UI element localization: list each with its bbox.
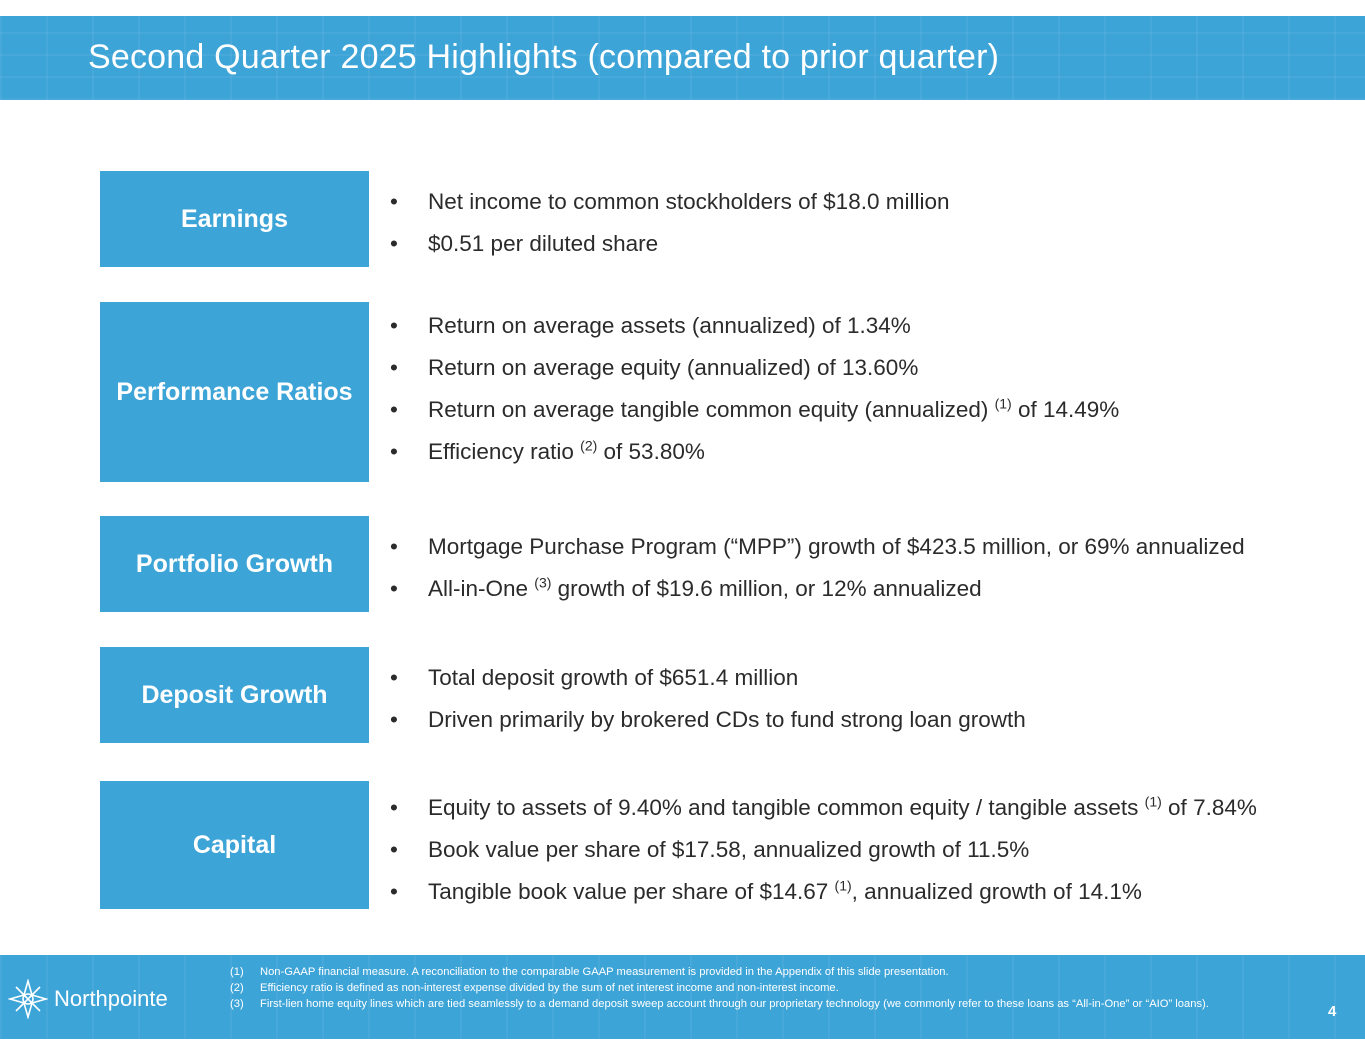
bullet-dot: • (390, 795, 398, 820)
bullet-item: • Mortgage Purchase Program (“MPP”) growt… (390, 526, 1245, 568)
bullet-item: • All-in-One (3) growth of $19.6 million,… (390, 568, 1245, 610)
header-banner: Second Quarter 2025 Highlights (compared… (0, 16, 1365, 100)
bullet-item: • $0.51 per diluted share (390, 223, 950, 265)
footnote-number: (1) (230, 966, 244, 978)
footnote-ref: (1) (994, 395, 1012, 412)
section-label: Deposit Growth (100, 647, 369, 743)
footnote-ref: (1) (834, 877, 852, 894)
bullet-list: • Net income to common stockholders of $1… (390, 181, 950, 265)
section-label: Capital (100, 781, 369, 909)
bullet-item: • Net income to common stockholders of $1… (390, 181, 950, 223)
footnote-ref: (2) (580, 437, 598, 454)
bullet-dot: • (390, 707, 398, 732)
bullet-dot: • (390, 313, 398, 338)
footnote-ref: (3) (534, 574, 552, 591)
bullet-item: • Book value per share of $17.58, annuali… (390, 829, 1257, 871)
bullet-item: • Return on average assets (annualized) o… (390, 305, 1119, 347)
footnote-item: (1) Non-GAAP financial measure. A reconci… (230, 966, 949, 978)
section-label: Portfolio Growth (100, 516, 369, 612)
footnote-item: (3) First-lien home equity lines which ar… (230, 998, 1209, 1010)
bullet-list: • Return on average assets (annualized) o… (390, 305, 1119, 473)
company-logo: Northpointe (8, 979, 168, 1019)
bullet-item: • Return on average tangible common equit… (390, 389, 1119, 431)
bullet-dot: • (390, 189, 398, 214)
bullet-dot: • (390, 231, 398, 256)
bullet-dot: • (390, 397, 398, 422)
logo-text: Northpointe (54, 986, 168, 1011)
bullet-dot: • (390, 879, 398, 904)
section-label: Earnings (100, 171, 369, 267)
bullet-list: • Mortgage Purchase Program (“MPP”) growt… (390, 526, 1245, 610)
footnote-number: (3) (230, 998, 244, 1010)
bullet-item: • Equity to assets of 9.40% and tangible … (390, 787, 1257, 829)
footer-bar: Northpointe (1) Non-GAAP financial measur… (0, 955, 1365, 1039)
bullet-dot: • (390, 837, 398, 862)
bullet-dot: • (390, 355, 398, 380)
section-label: Performance Ratios (100, 302, 369, 482)
footnote-ref: (1) (1144, 793, 1162, 810)
bullet-item: • Return on average equity (annualized) o… (390, 347, 1119, 389)
bullet-item: • Efficiency ratio (2) of 53.80% (390, 431, 1119, 473)
bullet-list: • Equity to assets of 9.40% and tangible … (390, 787, 1257, 913)
footnote-number: (2) (230, 982, 244, 994)
bullet-item: • Total deposit growth of $651.4 million (390, 657, 1026, 699)
bullet-dot: • (390, 534, 398, 559)
page-title: Second Quarter 2025 Highlights (compared… (88, 38, 1000, 76)
bullet-list: • Total deposit growth of $651.4 million … (390, 657, 1026, 741)
bullet-dot: • (390, 665, 398, 690)
bullet-dot: • (390, 576, 398, 601)
footnotes: (1) Non-GAAP financial measure. A reconci… (230, 964, 1260, 1012)
bullet-dot: • (390, 439, 398, 464)
compass-star-icon (8, 979, 48, 1019)
footnote-item: (2) Efficiency ratio is defined as non-in… (230, 982, 839, 994)
bullet-item: • Tangible book value per share of $14.67… (390, 871, 1257, 913)
bullet-item: • Driven primarily by brokered CDs to fun… (390, 699, 1026, 741)
page-number: 4 (1328, 1003, 1337, 1020)
